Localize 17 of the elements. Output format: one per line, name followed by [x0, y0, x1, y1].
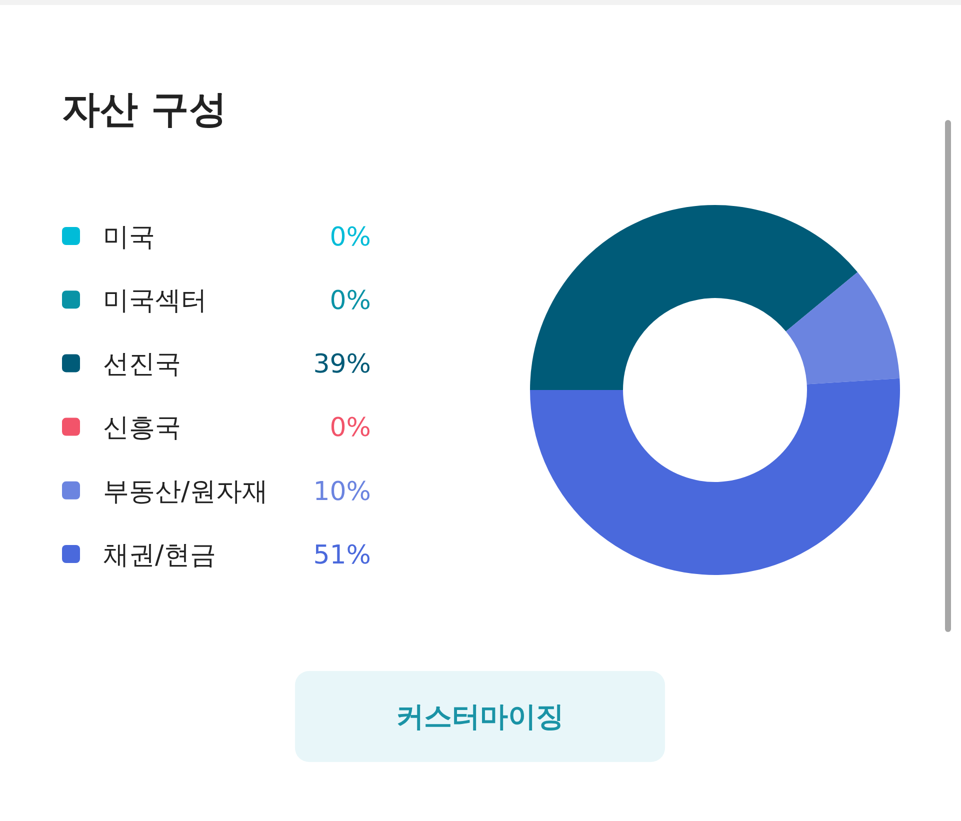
data-label: 51% — [313, 540, 371, 570]
donut-slice — [786, 272, 900, 384]
legend-label: 채권/현금 — [103, 540, 216, 570]
donut-slice — [530, 378, 900, 575]
legend-label: 신흥국 — [103, 413, 181, 444]
data-label: 10% — [313, 476, 371, 507]
text: 0% — [330, 222, 371, 252]
data-label: 39% — [313, 350, 371, 380]
chart-title: 자산 구성 — [62, 87, 228, 131]
customize-button: 커스터마이징 — [295, 671, 665, 762]
text: 0% — [330, 413, 371, 444]
legend-label: 미국섹터 — [103, 286, 207, 316]
legend-label: 부동산/원자재 — [103, 476, 268, 507]
legend-label: 미국 — [103, 222, 155, 252]
text: 0% — [330, 286, 371, 316]
legend-label: 선진국 — [103, 350, 181, 380]
donut-slice — [530, 205, 858, 390]
